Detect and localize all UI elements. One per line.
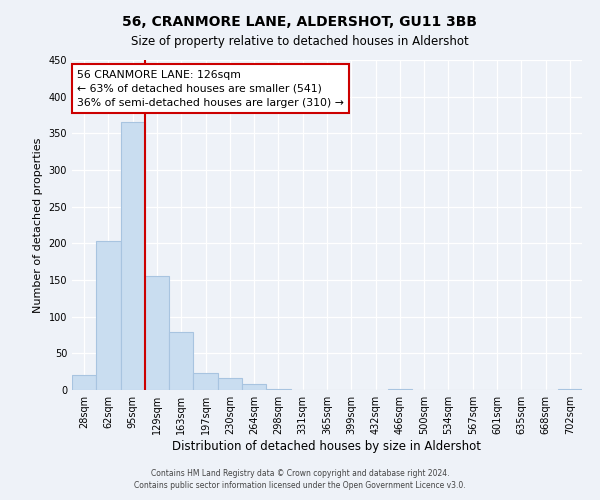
Bar — [121, 122, 145, 390]
Bar — [266, 388, 290, 390]
Bar — [242, 384, 266, 390]
Bar — [193, 373, 218, 390]
Text: 56, CRANMORE LANE, ALDERSHOT, GU11 3BB: 56, CRANMORE LANE, ALDERSHOT, GU11 3BB — [122, 15, 478, 29]
X-axis label: Distribution of detached houses by size in Aldershot: Distribution of detached houses by size … — [173, 440, 482, 453]
Bar — [72, 376, 96, 390]
Bar — [145, 276, 169, 390]
Bar — [558, 388, 582, 390]
Text: 56 CRANMORE LANE: 126sqm
← 63% of detached houses are smaller (541)
36% of semi-: 56 CRANMORE LANE: 126sqm ← 63% of detach… — [77, 70, 344, 108]
Text: Contains HM Land Registry data © Crown copyright and database right 2024.
Contai: Contains HM Land Registry data © Crown c… — [134, 468, 466, 490]
Bar — [388, 388, 412, 390]
Y-axis label: Number of detached properties: Number of detached properties — [33, 138, 43, 312]
Bar — [96, 241, 121, 390]
Bar — [218, 378, 242, 390]
Bar — [169, 332, 193, 390]
Text: Size of property relative to detached houses in Aldershot: Size of property relative to detached ho… — [131, 35, 469, 48]
